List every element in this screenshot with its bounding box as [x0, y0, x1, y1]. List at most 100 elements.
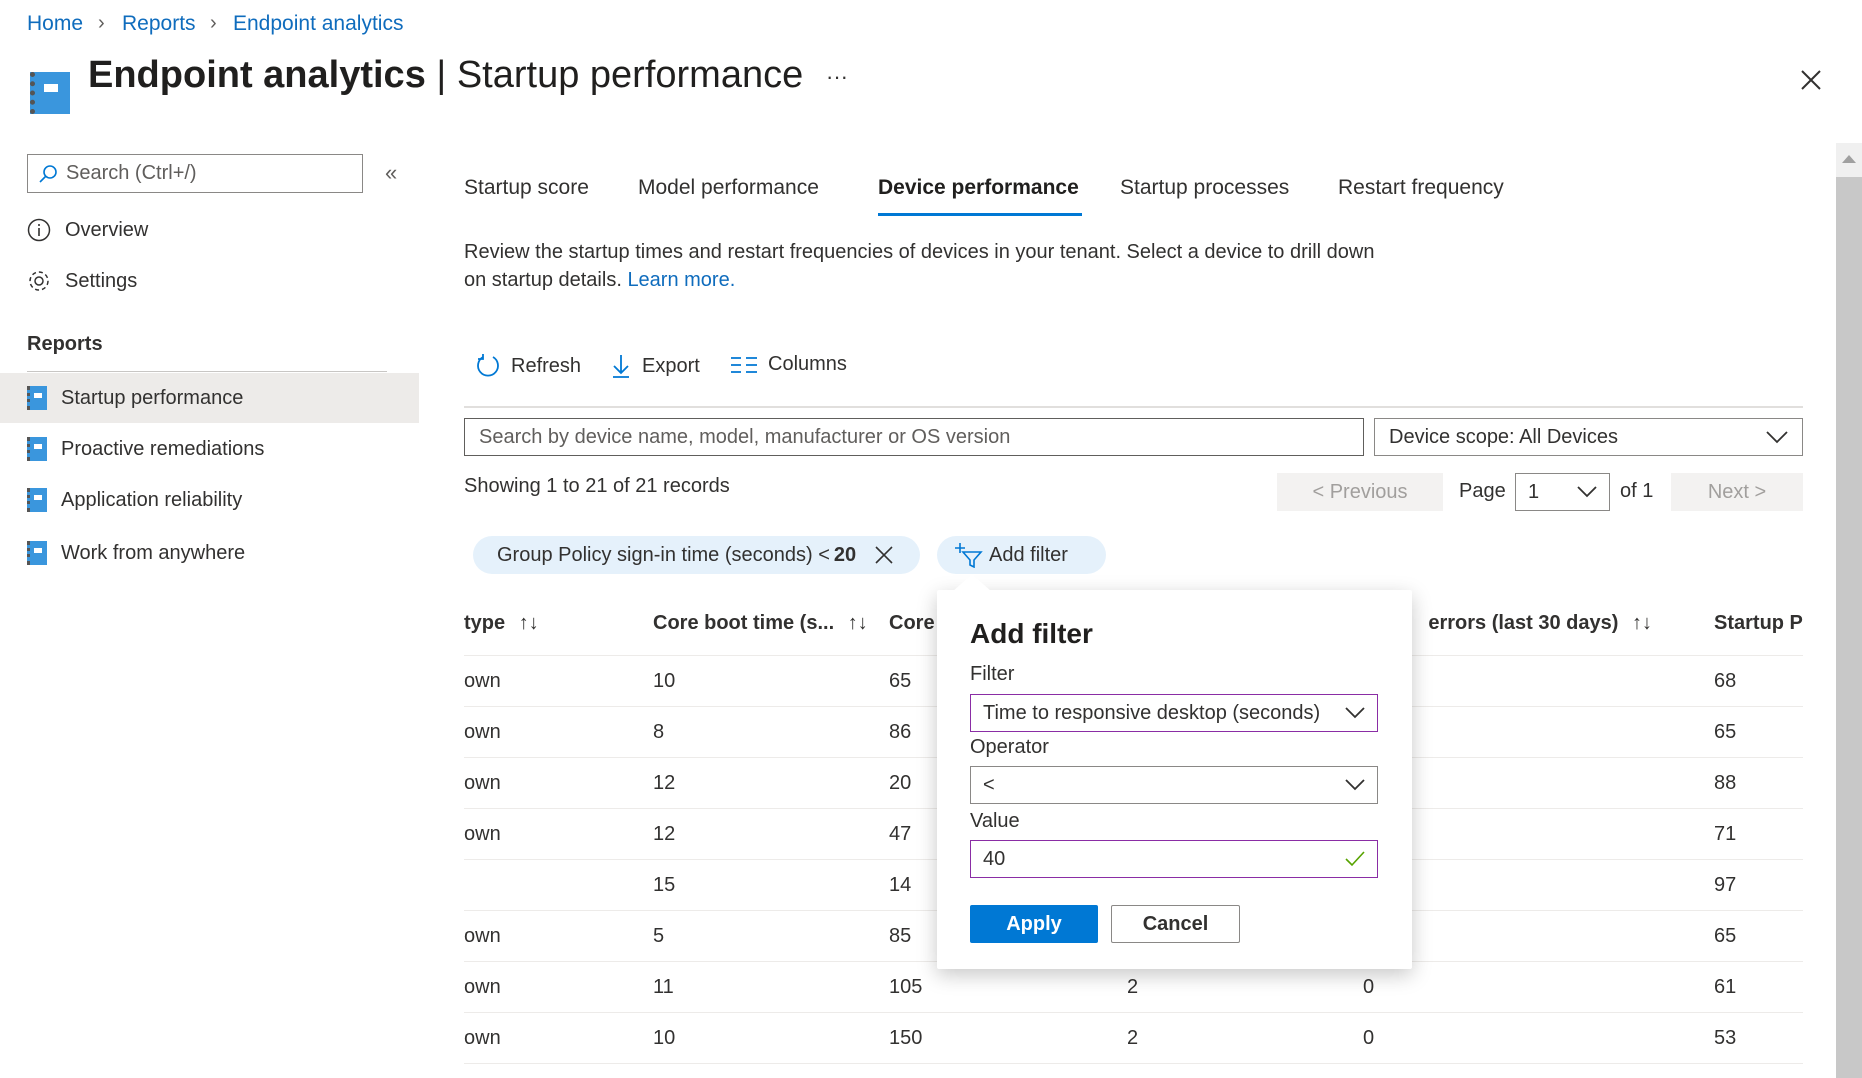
sidebar-item-label: Overview [65, 218, 149, 241]
info-icon [27, 218, 51, 242]
sidebar-item-label: Settings [65, 269, 138, 292]
columns-button[interactable]: Columns [730, 353, 847, 376]
sidebar-item-label: Proactive remediations [61, 437, 265, 460]
table-cell: 0 [1363, 1027, 1375, 1049]
apply-button[interactable]: Apply [970, 905, 1098, 943]
table-cell: 12 [653, 823, 676, 845]
table-cell: 11 [653, 976, 674, 998]
tab-startup-processes[interactable]: Startup processes [1120, 176, 1290, 199]
chevron-right-icon: › [210, 12, 217, 34]
column-header-errors[interactable]: errors (last 30 days) ↑↓ [1428, 612, 1652, 634]
table-cell: 10 [653, 670, 676, 692]
column-header-type[interactable]: type ↑↓ [464, 612, 539, 634]
refresh-button[interactable]: Refresh [475, 353, 581, 379]
table-cell: 10 [653, 1027, 676, 1049]
sidebar-item-proactive-remediations[interactable]: Proactive remediations [0, 424, 419, 474]
scrollbar[interactable] [1836, 143, 1862, 1078]
sidebar-item-application-reliability[interactable]: Application reliability [0, 475, 419, 525]
sort-icon: ↑↓ [847, 612, 868, 634]
sort-icon: ↑↓ [518, 612, 539, 634]
close-icon[interactable] [874, 545, 894, 565]
add-filter-icon [955, 543, 983, 568]
breadcrumb-endpoint-analytics[interactable]: Endpoint analytics [233, 12, 404, 35]
sidebar-item-label: Startup performance [61, 386, 244, 409]
page-title: Endpoint analytics | Startup performance [88, 54, 804, 96]
table-cell: own [464, 721, 501, 743]
breadcrumb-home[interactable]: Home [27, 12, 84, 35]
export-button[interactable]: Export [610, 353, 700, 379]
next-page-button[interactable]: Next > [1671, 473, 1803, 511]
chevron-down-icon [1766, 431, 1788, 444]
device-search-input[interactable]: Search by device name, model, manufactur… [464, 418, 1364, 456]
filter-dropdown[interactable]: Time to responsive desktop (seconds) [970, 694, 1378, 732]
search-icon [39, 164, 57, 183]
active-tab-indicator [878, 213, 1082, 216]
tab-device-performance[interactable]: Device performance [878, 176, 1079, 199]
table-cell: 65 [1714, 721, 1737, 743]
more-options-button[interactable]: ··· [826, 64, 848, 89]
divider [27, 371, 387, 372]
tab-restart-frequency[interactable]: Restart frequency [1338, 176, 1504, 199]
table-cell: 65 [889, 670, 912, 692]
sidebar-item-overview[interactable]: Overview [0, 205, 419, 255]
table-cell: 2 [1127, 976, 1139, 998]
table-cell: own [464, 823, 501, 845]
active-filter-pill[interactable]: Group Policy sign-in time (seconds) < 20 [473, 536, 920, 574]
tab-startup-score[interactable]: Startup score [464, 176, 589, 199]
table-cell: 0 [1363, 976, 1375, 998]
table-cell: 68 [1714, 670, 1737, 692]
tab-model-performance[interactable]: Model performance [638, 176, 819, 199]
endpoint-analytics-icon [30, 72, 70, 114]
table-cell: own [464, 1027, 501, 1049]
gear-icon [29, 271, 49, 291]
sidebar-item-work-from-anywhere[interactable]: Work from anywhere [0, 528, 419, 578]
table-cell: 12 [653, 772, 676, 794]
table-cell: 85 [889, 925, 912, 947]
page-label: Page [1459, 480, 1506, 502]
table-cell: own [464, 976, 501, 998]
value-input[interactable]: 40 [970, 840, 1378, 878]
table-row-divider [464, 1012, 1803, 1013]
report-icon [27, 386, 47, 410]
table-cell: 8 [653, 721, 665, 743]
add-filter-button[interactable]: Add filter [937, 536, 1106, 574]
table-cell: 71 [1714, 823, 1737, 845]
column-header-core-boot-time[interactable]: Core boot time (s... ↑↓ [653, 612, 868, 634]
column-header-core[interactable]: Core [889, 612, 935, 634]
report-icon [27, 488, 47, 512]
sidebar-item-startup-performance[interactable]: Startup performance [0, 373, 419, 423]
table-cell: 47 [889, 823, 912, 845]
chevron-down-icon [1577, 486, 1597, 498]
page-select[interactable]: 1 [1515, 473, 1610, 511]
refresh-icon [477, 354, 499, 377]
table-cell: 20 [889, 772, 912, 794]
columns-icon [731, 356, 757, 373]
chevron-right-icon: › [98, 12, 105, 34]
table-cell: 88 [1714, 772, 1737, 794]
sidebar-search-input[interactable]: Search (Ctrl+/) [27, 154, 363, 193]
table-cell: own [464, 925, 501, 947]
learn-more-link[interactable]: Learn more. [627, 269, 736, 291]
close-icon[interactable] [1800, 69, 1822, 91]
description: Review the startup times and restart fre… [464, 241, 1375, 291]
breadcrumb-reports[interactable]: Reports [122, 12, 196, 35]
sidebar-item-settings[interactable]: Settings [0, 256, 419, 306]
collapse-sidebar-button[interactable]: « [385, 160, 398, 185]
filter-text: Group Policy sign-in time (seconds) < [497, 543, 830, 566]
device-scope-dropdown[interactable]: Device scope: All Devices [1374, 418, 1803, 456]
cancel-button[interactable]: Cancel [1111, 905, 1240, 943]
previous-page-button[interactable]: < Previous [1277, 473, 1443, 511]
sidebar-item-label: Application reliability [61, 488, 243, 511]
sidebar-item-label: Work from anywhere [61, 541, 246, 564]
sort-icon: ↑↓ [1632, 612, 1652, 634]
chevron-down-icon [1345, 707, 1365, 719]
download-icon [613, 355, 629, 378]
search-placeholder: Search (Ctrl+/) [66, 162, 197, 184]
table-cell: 15 [653, 874, 676, 896]
report-icon [27, 541, 47, 565]
scroll-up-button[interactable] [1836, 143, 1862, 177]
table-cell: own [464, 772, 501, 794]
operator-dropdown[interactable]: < [970, 766, 1378, 804]
table-cell: 105 [889, 976, 923, 998]
column-header-startup-performance[interactable]: Startup P [1714, 612, 1803, 634]
